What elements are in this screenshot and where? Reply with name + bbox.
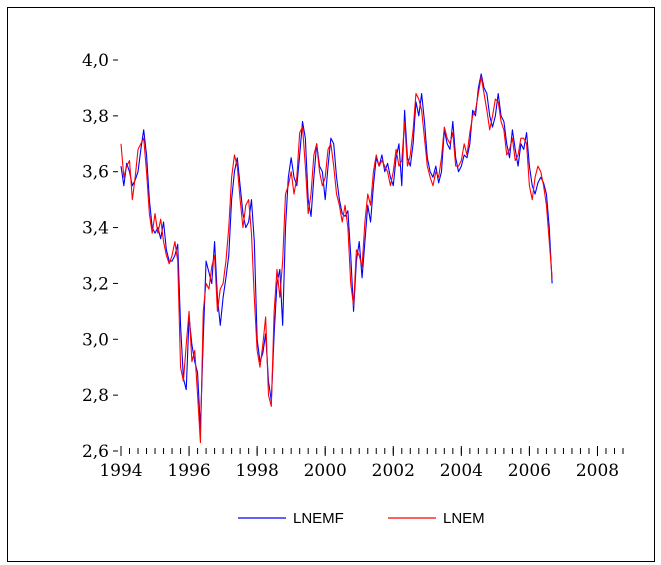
tick-labels: 2,6 2,8 3,0 3,2 3,4 3,6 3,8 4,0 1994 1996 1998 2000…: [82, 51, 619, 481]
series-line-lnem: [120, 76, 553, 444]
series-lines: [120, 73, 553, 444]
legend-label-lnemf: LNEMF: [293, 510, 344, 527]
chart-frame: 2,6 2,8 3,0 3,2 3,4 3,6 3,8 4,0 1994 1996 1998 2000…: [7, 7, 655, 562]
x-tick-label-3: 2000: [304, 461, 347, 481]
x-tick-label-0: 1994: [99, 461, 142, 481]
x-tick-label-6: 2006: [508, 461, 551, 481]
y-tick-label-4: 3,4: [82, 219, 109, 239]
legend: LNEMF LNEM: [238, 510, 485, 527]
y-tick-label-1: 2,8: [82, 386, 109, 406]
y-tick-label-5: 3,6: [82, 163, 109, 183]
y-tick-label-2: 3,0: [82, 330, 109, 350]
series-line-lnemf: [120, 73, 553, 430]
x-tick-label-2: 1998: [236, 461, 279, 481]
y-tick-label-0: 2,6: [82, 442, 109, 462]
y-tick-label-6: 3,8: [82, 107, 109, 127]
x-tick-label-7: 2008: [576, 461, 619, 481]
x-tick-label-4: 2002: [372, 461, 415, 481]
y-tick-label-7: 4,0: [82, 51, 109, 71]
legend-label-lnem: LNEM: [443, 510, 485, 527]
x-tick-label-1: 1996: [167, 461, 210, 481]
line-chart: 2,6 2,8 3,0 3,2 3,4 3,6 3,8 4,0 1994 1996 1998 2000…: [82, 51, 624, 527]
y-tick-label-3: 3,2: [82, 274, 109, 294]
tick-marks: [113, 59, 624, 456]
x-tick-label-5: 2004: [440, 461, 483, 481]
